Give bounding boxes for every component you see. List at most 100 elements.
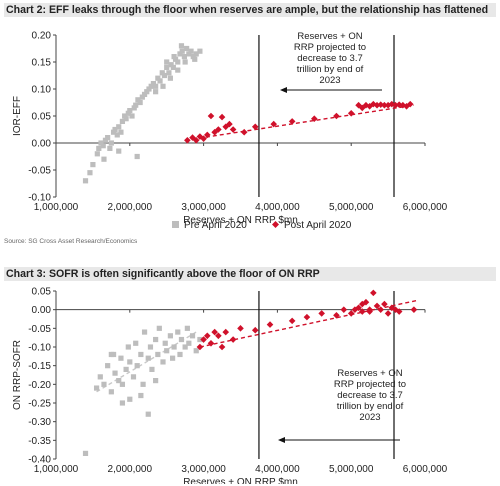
pre-april-point	[93, 385, 100, 391]
pre-april-point	[138, 392, 144, 399]
post-april-point	[318, 310, 325, 317]
post-april-point	[333, 112, 340, 120]
pre-april-point	[153, 89, 159, 95]
pre-april-point	[108, 140, 114, 146]
pre-april-point	[116, 124, 122, 130]
post-april-point	[203, 131, 211, 139]
pre-april-point	[138, 351, 144, 358]
post-april-point	[240, 128, 248, 136]
pre-april-point	[175, 67, 181, 73]
x-tick-label: 3,000,000	[181, 464, 226, 475]
pre-april-point	[175, 59, 181, 65]
pre-april-point	[190, 54, 196, 60]
pre-april-point	[122, 113, 128, 119]
post-april-point	[229, 126, 237, 133]
pre-april-point	[167, 75, 173, 81]
pre-april-point	[197, 48, 203, 54]
x-tick-label: 4,000,000	[255, 464, 300, 475]
y-tick-label: -0.10	[28, 343, 51, 354]
pre-april-point	[171, 344, 177, 350]
pre-april-point	[177, 51, 183, 57]
pre-april-point	[116, 148, 122, 154]
x-tick-label: 2,000,000	[108, 464, 153, 475]
post-april-point	[222, 328, 230, 336]
pre-april-point	[192, 56, 198, 62]
pre-april-point	[148, 83, 154, 89]
pre-april-point	[125, 110, 131, 116]
source-note: Source: SG Cross Asset Research/Economic…	[4, 238, 138, 245]
pre-april-point	[100, 143, 106, 149]
chart-2-title: Chart 2: EFF leaks through the floor whe…	[4, 3, 496, 17]
pre-april-point	[145, 355, 151, 361]
post-april-point	[270, 120, 278, 128]
pre-april-point	[135, 97, 141, 103]
pre-april-point	[105, 135, 111, 141]
pre-april-point	[127, 108, 133, 114]
y-tick-label: -0.40	[28, 455, 51, 466]
pre-april-point	[82, 178, 89, 184]
pre-april-point	[140, 381, 146, 387]
pre-april-point	[150, 81, 157, 87]
pre-april-point	[96, 145, 102, 151]
pre-april-point	[134, 363, 140, 369]
x-tick-label: 3,000,000	[181, 202, 226, 213]
post-april-point	[192, 137, 200, 144]
post-april-point	[358, 104, 366, 112]
post-april-point	[370, 289, 377, 297]
post-april-point	[355, 101, 362, 109]
annotation-arrowhead	[278, 437, 285, 443]
post-april-point	[410, 306, 418, 313]
pre-april-point	[119, 381, 126, 387]
pre-april-point	[171, 54, 177, 60]
pre-april-point	[164, 59, 170, 65]
legend-pre-label: Pre April 2020	[184, 220, 247, 231]
pre-april-point	[137, 99, 143, 106]
y-tick-label: -0.35	[28, 436, 51, 447]
pre-april-point	[139, 94, 145, 100]
pre-april-point	[166, 70, 172, 76]
pre-april-point	[184, 325, 190, 331]
pre-april-point	[82, 450, 89, 456]
pre-april-point	[181, 54, 188, 60]
post-april-point	[384, 310, 392, 317]
pre-april-point	[186, 340, 192, 346]
pre-april-point	[145, 411, 151, 417]
y-tick-label: -0.30	[28, 417, 51, 428]
chart-2-plot: -0.10 -0.05 0.00 0.05 0.10 0.15 0.20 1,000,000 2…	[12, 31, 448, 232]
pre-april-point	[170, 355, 176, 361]
x-tick-label: 2,000,000	[108, 202, 153, 213]
pre-april-point	[170, 64, 176, 70]
pre-april-point	[155, 351, 161, 358]
post-april-point	[184, 137, 191, 144]
pre-april-point	[125, 344, 131, 350]
pre-april-point	[102, 137, 109, 143]
pre-april-point	[107, 145, 113, 151]
y-tick-label: -0.25	[28, 399, 51, 410]
y-tick-label: 0.00	[32, 305, 52, 316]
pre-april-point	[182, 59, 188, 65]
pre-april-point	[178, 43, 185, 49]
pre-april-point	[94, 151, 100, 157]
annotation-text: RRP projected to	[334, 379, 406, 390]
annotation-text: RRP projected to	[294, 42, 366, 53]
pre-april-point	[127, 359, 133, 365]
pre-april-point	[161, 72, 168, 79]
pre-april-point	[119, 400, 126, 406]
pre-april-point	[127, 396, 133, 402]
legend-post-label: Post April 2020	[284, 220, 352, 231]
pre-april-point	[160, 83, 166, 89]
pre-april-point	[131, 105, 137, 111]
y-tick-label: -0.05	[28, 324, 51, 335]
post-april-point	[362, 101, 370, 109]
post-april-point	[218, 343, 226, 351]
post-april-point	[347, 110, 355, 117]
post-april-point	[215, 126, 222, 133]
pre-april-point	[133, 102, 139, 108]
y-tick-label: -0.20	[28, 380, 51, 391]
post-april-point	[211, 128, 218, 136]
legend-pre-marker	[172, 221, 179, 228]
pre-april-point	[119, 118, 126, 124]
pre-april-point	[184, 45, 190, 52]
pre-april-point	[123, 366, 129, 372]
x-axis-title: Reserves + ON RRP $mn	[183, 477, 298, 484]
